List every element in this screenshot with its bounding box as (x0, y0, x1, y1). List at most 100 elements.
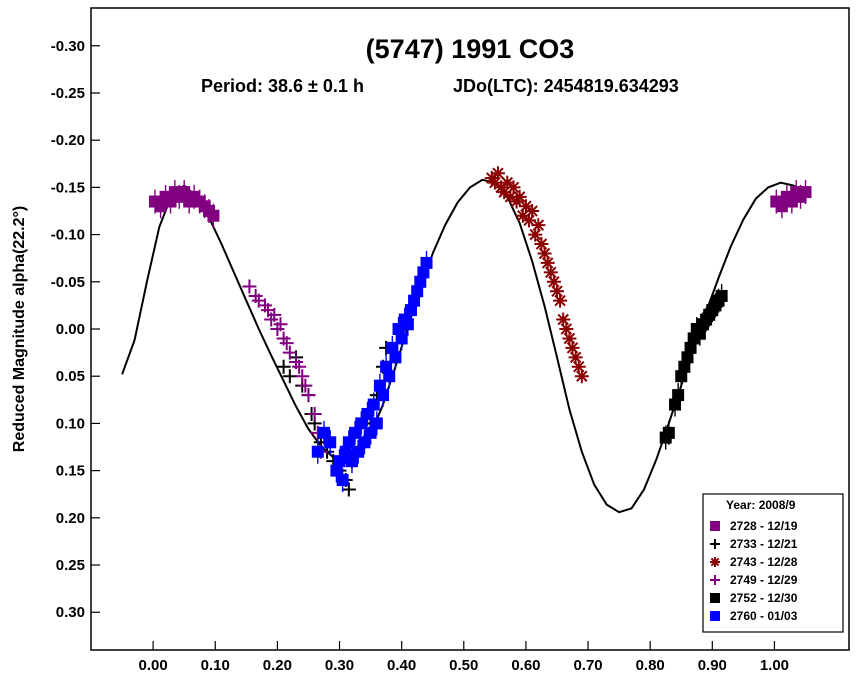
data-point (273, 317, 288, 332)
y-tick-label: -0.30 (51, 38, 85, 55)
fit-curve (121, 178, 806, 514)
y-tick-label: -0.15 (51, 179, 85, 196)
data-point (298, 378, 313, 393)
data-point (556, 312, 571, 327)
data-point (710, 593, 720, 603)
legend-item-label: 2733 - 12/21 (730, 537, 798, 551)
data-point (799, 186, 812, 199)
data-point (336, 474, 349, 487)
data-point (534, 237, 549, 252)
legend-item-label: 2743 - 12/28 (730, 555, 798, 569)
data-point (710, 575, 720, 585)
x-tick-label: 0.50 (449, 657, 478, 674)
data-point (565, 340, 580, 355)
data-point (361, 407, 374, 420)
data-point (506, 180, 521, 195)
y-tick-label: 0.30 (56, 604, 85, 621)
y-tick-label: 0.25 (56, 557, 85, 574)
data-point (358, 436, 371, 449)
y-tick-label: 0.10 (56, 415, 85, 432)
data-point (364, 426, 377, 439)
y-axis-ticks: -0.30 -0.25 -0.20 -0.15 -0.10 -0.05 0.00 0.05 0.… (51, 38, 100, 621)
data-points (148, 166, 812, 497)
fit-curve-group (121, 178, 806, 514)
data-point (389, 351, 402, 364)
data-point (370, 417, 383, 430)
data-point (154, 200, 167, 213)
data-point (710, 611, 720, 621)
y-tick-label: 0.05 (56, 368, 85, 385)
data-point (503, 189, 518, 204)
data-point (540, 255, 555, 270)
x-tick-label: 1.00 (760, 657, 789, 674)
data-point (549, 284, 564, 299)
data-point (324, 436, 337, 449)
y-tick-label: 0.20 (56, 510, 85, 527)
x-tick-label: 0.80 (636, 657, 665, 674)
x-tick-label: 0.40 (387, 657, 416, 674)
data-point (295, 369, 310, 384)
data-point (515, 208, 530, 223)
data-point (494, 180, 509, 195)
data-point (301, 388, 316, 403)
data-point (528, 227, 543, 242)
legend-item-label: 2749 - 12/29 (730, 573, 798, 587)
data-point (710, 539, 720, 549)
data-point (178, 186, 191, 199)
data-point (282, 345, 297, 360)
data-point (349, 426, 362, 439)
chart-subtitle-epoch: JDo(LTC): 2454819.634293 (453, 76, 679, 96)
data-point (715, 289, 728, 302)
x-tick-label: 0.00 (139, 657, 168, 674)
data-point (487, 175, 502, 190)
data-point (207, 209, 220, 222)
data-point (500, 175, 515, 190)
data-point (710, 521, 720, 531)
legend-items: 2728 - 12/19 2733 - 12/21 2743 - 12/28 2749… (710, 519, 798, 623)
data-point (341, 482, 356, 497)
data-point (311, 445, 324, 458)
data-point (568, 350, 583, 365)
data-point (512, 189, 527, 204)
data-point (367, 398, 380, 411)
data-point (775, 200, 788, 213)
x-tick-label: 0.30 (325, 657, 354, 674)
data-point (553, 293, 568, 308)
data-point (420, 256, 433, 269)
chart-title: (5747) 1991 CO3 (366, 34, 575, 64)
data-point (292, 359, 307, 374)
x-tick-label: 0.60 (511, 657, 540, 674)
data-point (559, 322, 574, 336)
data-point (571, 359, 586, 374)
data-point (531, 218, 546, 233)
data-point (662, 426, 675, 439)
data-point (518, 199, 533, 214)
data-point (345, 455, 358, 468)
legend-item-label: 2728 - 12/19 (730, 519, 798, 533)
data-point (383, 370, 396, 383)
data-point (333, 455, 346, 468)
y-tick-label: -0.05 (51, 274, 85, 291)
legend-box (702, 493, 844, 633)
data-point (279, 336, 294, 351)
data-point (525, 203, 540, 218)
data-point (242, 279, 257, 294)
data-point (342, 436, 355, 449)
x-tick-label: 0.10 (201, 657, 230, 674)
x-tick-label: 0.70 (573, 657, 602, 674)
y-tick-label: 0.00 (56, 321, 85, 338)
data-point (307, 406, 322, 421)
data-point (395, 332, 408, 345)
data-point (497, 185, 512, 200)
data-point (276, 359, 291, 374)
data-point (401, 318, 414, 331)
x-axis-ticks: 0.00 0.10 0.20 0.30 0.40 0.50 0.60 0.70 0.80 0.90… (139, 641, 789, 674)
chart-subtitle-period: Period: 38.6 ± 0.1 h (201, 76, 364, 96)
data-point (377, 389, 390, 402)
x-tick-label: 0.90 (698, 657, 727, 674)
y-tick-label: 0.15 (56, 463, 85, 480)
data-point (562, 331, 577, 346)
data-point (574, 369, 589, 384)
data-point (543, 265, 558, 280)
